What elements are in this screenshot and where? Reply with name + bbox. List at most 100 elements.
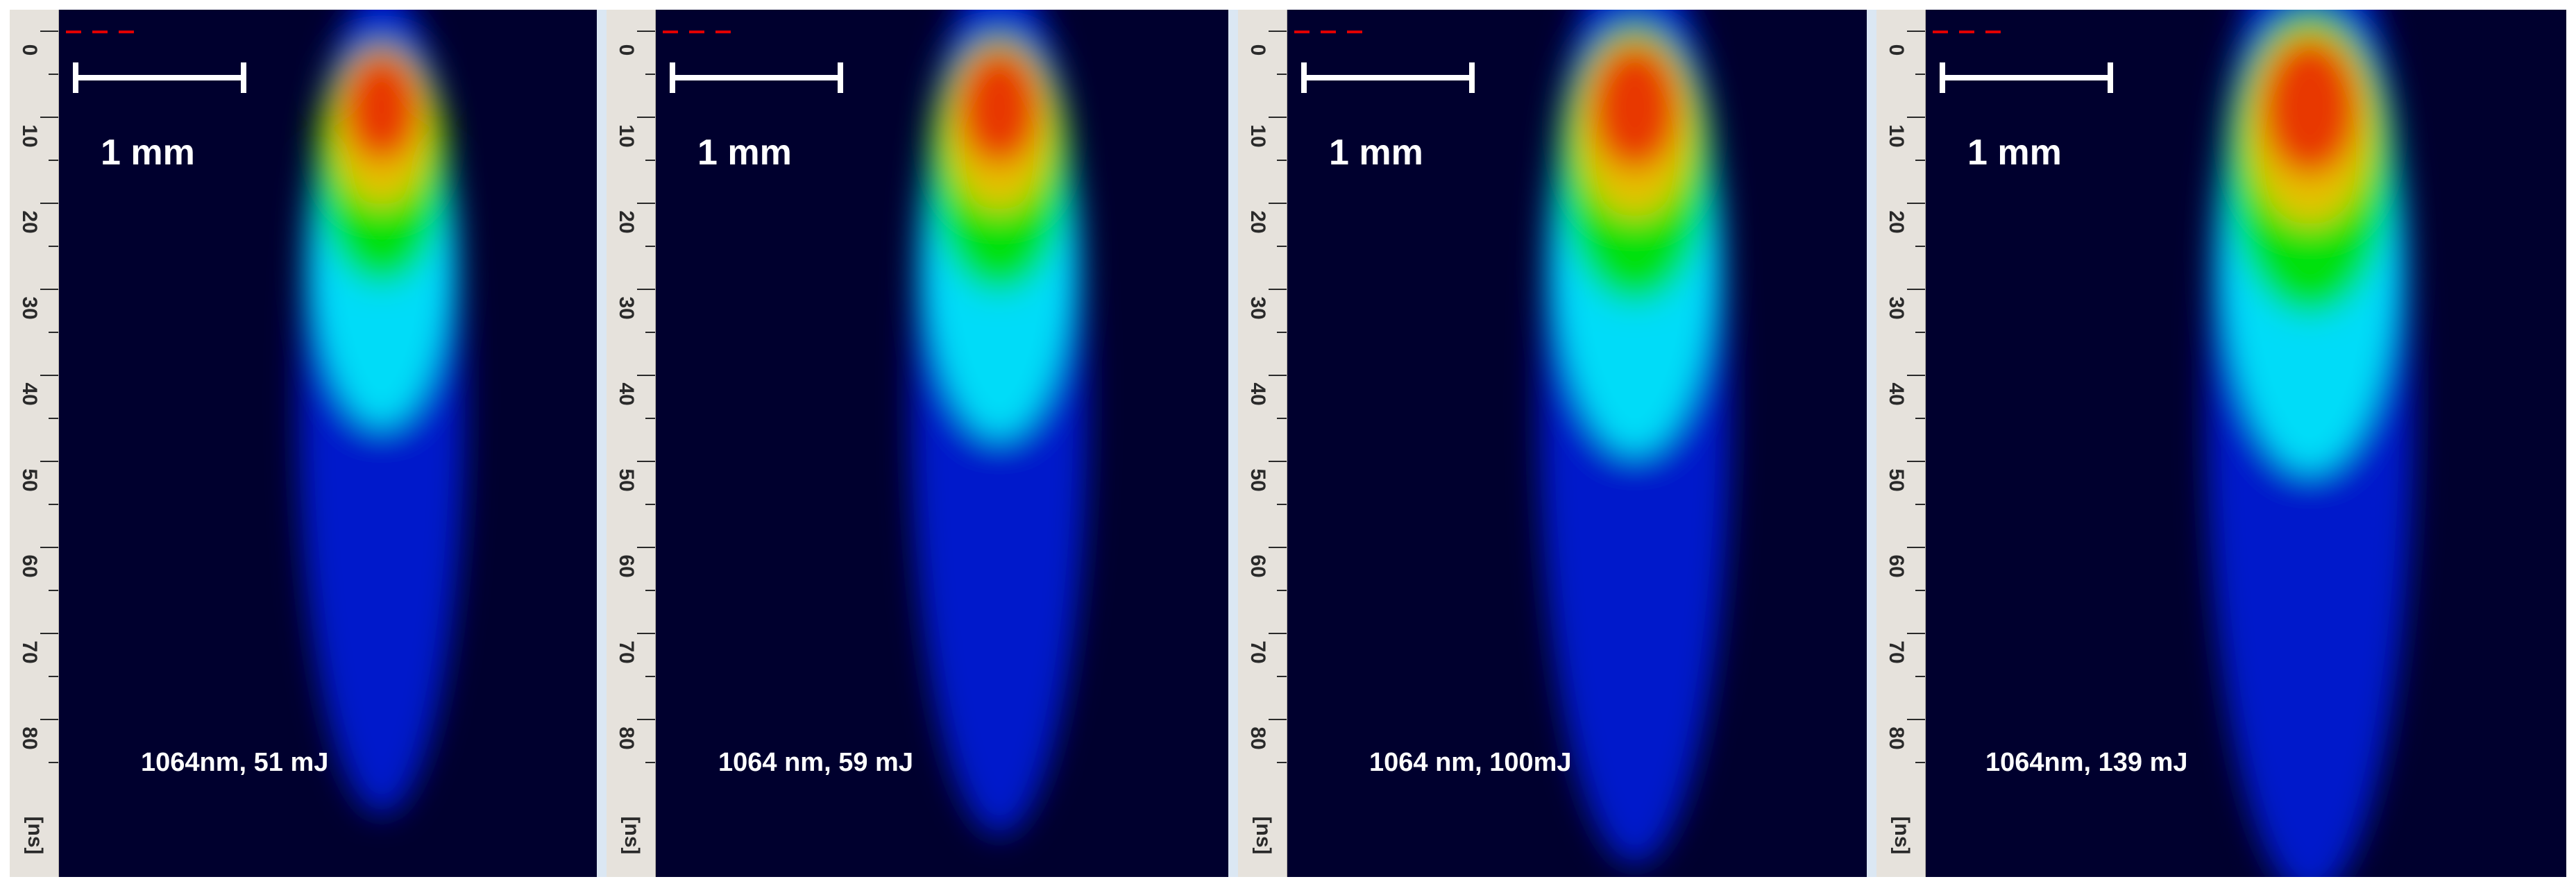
time-ruler: 0 10 20 30 40 50 60 70 80 [ns] — [1238, 10, 1287, 877]
ruler-tick-major — [1907, 203, 1925, 204]
ruler-tick-major — [40, 289, 58, 290]
panel-caption: 1064 nm, 59 mJ — [718, 748, 913, 777]
ruler-tick-minor — [645, 74, 655, 75]
plume-core — [1590, 43, 1680, 171]
ruler-tick-minor — [1277, 762, 1287, 763]
panel-caption: 1064 nm, 100mJ — [1369, 748, 1572, 777]
panel-2: 0 10 20 30 40 50 60 70 80 [ns] 1 mm 1064 nm, 59 m… — [607, 10, 1228, 877]
ruler-tick-label: 40 — [18, 382, 41, 406]
red-marker — [1933, 31, 2002, 33]
red-marker — [1294, 31, 1364, 33]
ruler-tick-minor — [1277, 246, 1287, 247]
ruler-tick-major — [637, 547, 655, 548]
ruler-tick-label: 30 — [18, 296, 41, 320]
scale-bar-label: 1 mm — [101, 133, 195, 173]
ruler-tick-label: 60 — [1885, 554, 1908, 578]
ruler-tick-minor — [49, 676, 58, 677]
ruler-tick-major — [1269, 31, 1287, 32]
panel-gap — [1867, 10, 1876, 877]
ruler-tick-major — [1269, 117, 1287, 118]
ruler-tick-minor — [645, 418, 655, 419]
ruler-tick-label: 80 — [18, 726, 41, 750]
ruler-tick-minor — [1915, 74, 1925, 75]
ruler-tick-major — [637, 633, 655, 634]
ruler-tick-minor — [1277, 160, 1287, 161]
ruler-tick-minor — [1915, 762, 1925, 763]
scale-bar — [670, 62, 843, 93]
ruler-tick-minor — [645, 246, 655, 247]
ruler-tick-minor — [1277, 504, 1287, 505]
ruler-tick-major — [40, 633, 58, 634]
scale-bar-label: 1 mm — [697, 133, 792, 173]
ruler-tick-minor — [645, 762, 655, 763]
plume-image: 1 mm 1064nm, 139 mJ — [1926, 10, 2566, 877]
ruler-tick-major — [40, 461, 58, 462]
ruler-tick-major — [1269, 375, 1287, 376]
ruler-tick-label: 10 — [615, 124, 638, 148]
ruler-tick-major — [1907, 375, 1925, 376]
ruler-tick-major — [40, 719, 58, 720]
red-marker — [663, 31, 732, 33]
plume-core — [2261, 37, 2359, 176]
ruler-tick-label: 50 — [1885, 468, 1908, 492]
ruler-tick-major — [637, 117, 655, 118]
ruler-tick-major — [637, 719, 655, 720]
ruler-tick-label: 40 — [615, 382, 638, 406]
red-marker — [66, 31, 135, 33]
ruler-unit-label: [ns] — [1252, 816, 1275, 855]
plume-svg — [2205, 10, 2414, 877]
panel-3: 0 10 20 30 40 50 60 70 80 [ns] 1 mm 1064 nm, 100m… — [1238, 10, 1867, 877]
ruler-tick-label: 70 — [1246, 640, 1269, 664]
ruler-tick-label: 0 — [615, 44, 638, 56]
ruler-tick-major — [637, 461, 655, 462]
ruler-tick-major — [40, 203, 58, 204]
ruler-tick-label: 20 — [615, 210, 638, 234]
ruler-tick-label: 30 — [615, 296, 638, 320]
ruler-tick-minor — [1277, 676, 1287, 677]
time-ruler: 0 10 20 30 40 50 60 70 80 [ns] — [607, 10, 656, 877]
plume-image: 1 mm 1064 nm, 59 mJ — [656, 10, 1228, 877]
ruler-tick-minor — [645, 676, 655, 677]
ruler-tick-major — [1907, 289, 1925, 290]
ruler-tick-label: 20 — [1246, 210, 1269, 234]
ruler-tick-label: 30 — [1885, 296, 1908, 320]
ruler-tick-major — [1269, 633, 1287, 634]
panel-gap — [597, 10, 607, 877]
ruler-tick-label: 0 — [1246, 44, 1269, 56]
plume-svg — [910, 10, 1088, 835]
ruler-tick-minor — [1915, 676, 1925, 677]
ruler-tick-minor — [49, 246, 58, 247]
ruler-tick-major — [1907, 461, 1925, 462]
ruler-tick-minor — [49, 160, 58, 161]
plume-image: 1 mm 1064 nm, 100mJ — [1287, 10, 1867, 877]
ruler-tick-label: 40 — [1246, 382, 1269, 406]
time-ruler: 0 10 20 30 40 50 60 70 80 [ns] — [1876, 10, 1926, 877]
ruler-tick-minor — [1915, 418, 1925, 419]
ruler-unit-label: [ns] — [1890, 816, 1913, 855]
ruler-tick-label: 20 — [18, 210, 41, 234]
ruler-tick-major — [1269, 461, 1287, 462]
plume-svg — [298, 10, 465, 815]
ruler-tick-minor — [49, 74, 58, 75]
ruler-tick-major — [1907, 633, 1925, 634]
panel-caption: 1064nm, 51 mJ — [141, 748, 329, 777]
ruler-tick-major — [637, 289, 655, 290]
ruler-tick-label: 60 — [18, 554, 41, 578]
ruler-tick-minor — [1277, 332, 1287, 333]
panel-gap — [1228, 10, 1238, 877]
scale-bar-label: 1 mm — [1967, 133, 2062, 173]
scale-bar — [73, 62, 246, 93]
ruler-tick-minor — [645, 160, 655, 161]
ruler-tick-label: 10 — [1885, 124, 1908, 148]
panel-4: 0 10 20 30 40 50 60 70 80 [ns] 1 mm 1064nm, 139 m… — [1876, 10, 2566, 877]
ruler-tick-minor — [49, 762, 58, 763]
scale-bar — [1940, 62, 2113, 93]
ruler-tick-minor — [49, 418, 58, 419]
plume-core — [958, 48, 1041, 166]
ruler-tick-minor — [1277, 590, 1287, 591]
ruler-tick-minor — [49, 590, 58, 591]
scale-bar — [1301, 62, 1475, 93]
ruler-tick-label: 20 — [1885, 210, 1908, 234]
ruler-tick-label: 0 — [18, 44, 41, 56]
